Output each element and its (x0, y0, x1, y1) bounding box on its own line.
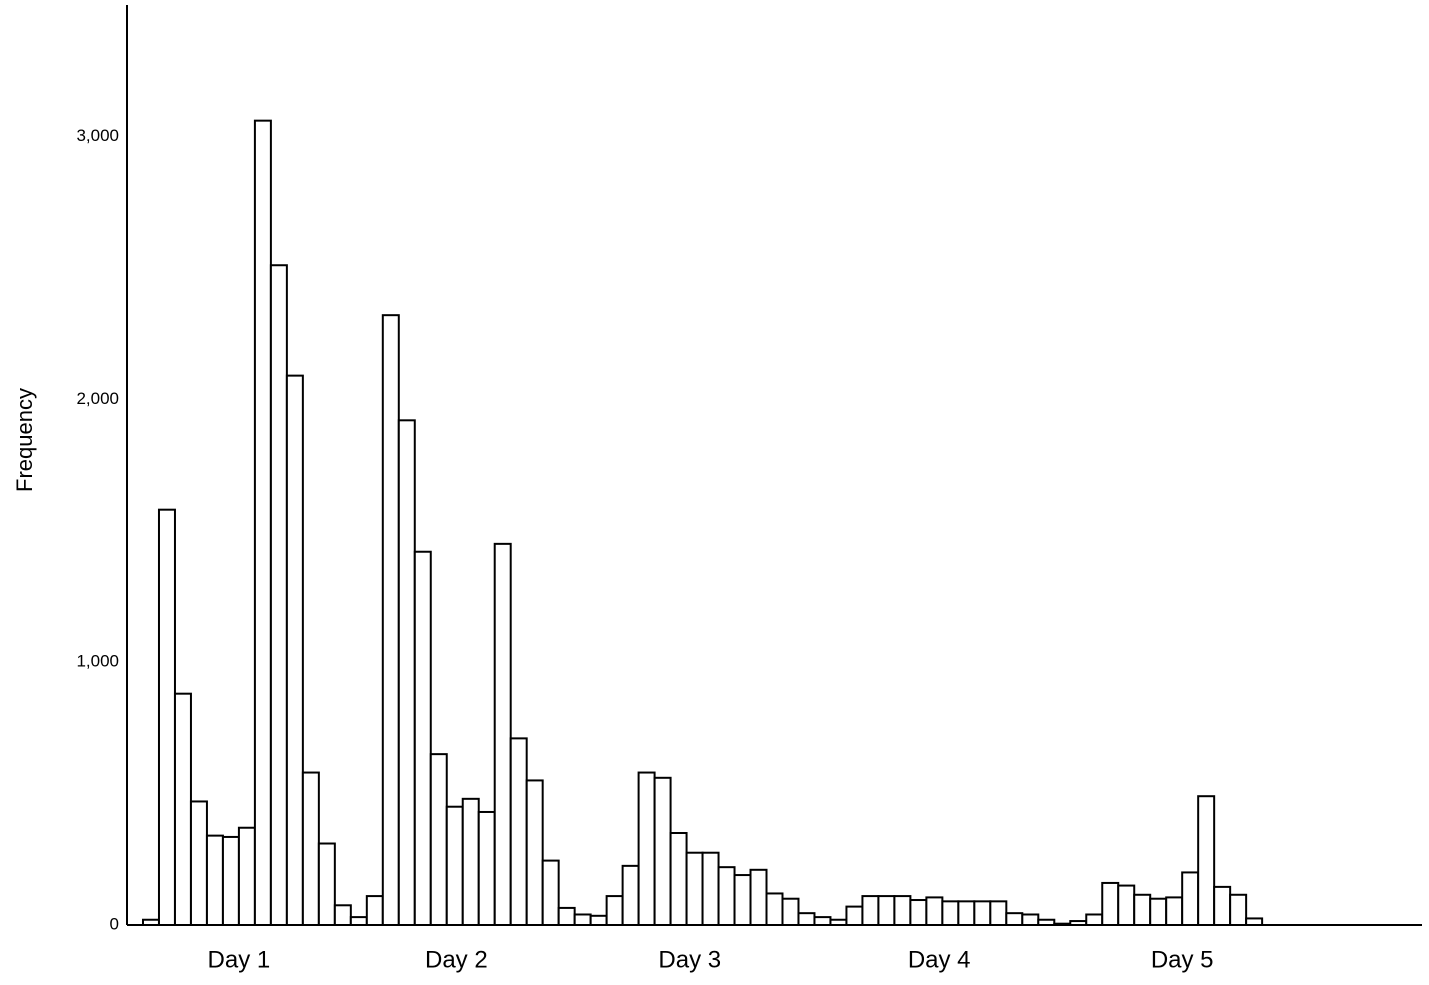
bar (1213, 885, 1232, 927)
bar (845, 905, 864, 926)
bar (941, 900, 960, 926)
bar (285, 374, 304, 926)
bar (621, 864, 640, 926)
bar (317, 842, 336, 926)
bar (525, 779, 544, 927)
x-tick-label: Day 4 (908, 946, 971, 973)
bar (701, 851, 720, 927)
bar (957, 900, 976, 926)
bar (413, 550, 432, 926)
x-tick-label: Day 5 (1151, 946, 1214, 973)
bar (509, 737, 528, 926)
bar (573, 913, 592, 927)
bar (301, 771, 320, 926)
bar (669, 832, 688, 926)
bar (1117, 884, 1136, 926)
bar (1165, 896, 1184, 927)
bar (1021, 913, 1040, 927)
bar (717, 866, 736, 927)
bar (1133, 893, 1152, 926)
bar (493, 542, 512, 926)
y-tick-label: 0 (110, 914, 119, 933)
bar (653, 776, 672, 926)
bar (557, 906, 576, 927)
bar (1197, 795, 1216, 927)
bar (1101, 881, 1120, 927)
y-axis-label: Frequency (12, 388, 37, 492)
bar (429, 753, 448, 927)
bar (685, 851, 704, 927)
bar (157, 508, 176, 926)
bar (221, 835, 240, 927)
bar (973, 900, 992, 926)
bar (205, 834, 224, 927)
bar (925, 896, 944, 927)
y-tick-label: 1,000 (76, 652, 119, 671)
bar (189, 800, 208, 927)
x-tick-label: Day 3 (658, 946, 721, 973)
bar (397, 419, 416, 926)
bar (1149, 897, 1168, 927)
bar (749, 868, 768, 926)
bar (781, 897, 800, 927)
bar (237, 826, 256, 926)
bar (989, 900, 1008, 926)
bar (445, 805, 464, 927)
bar (813, 916, 832, 926)
bar (1085, 913, 1104, 927)
bar (365, 895, 384, 926)
bar (797, 912, 816, 927)
bar (765, 892, 784, 927)
bar (1005, 912, 1024, 927)
bar (173, 692, 192, 927)
bar (461, 797, 480, 926)
bar (877, 895, 896, 926)
bar (1181, 871, 1200, 927)
bar (605, 895, 624, 926)
y-tick-label: 3,000 (76, 126, 119, 145)
x-tick-label: Day 1 (208, 946, 271, 973)
bar (541, 859, 560, 926)
bar (637, 771, 656, 926)
bar (349, 916, 368, 926)
bar (909, 899, 928, 926)
bar (589, 914, 608, 926)
bar (333, 904, 352, 926)
bar (253, 119, 272, 926)
bar (733, 874, 752, 926)
bar (861, 895, 880, 926)
y-tick-label: 2,000 (76, 389, 119, 408)
bar (269, 264, 288, 926)
bar (381, 314, 400, 926)
bar (1229, 893, 1248, 926)
bar (893, 895, 912, 926)
x-tick-label: Day 2 (425, 946, 488, 973)
bar (477, 810, 496, 927)
